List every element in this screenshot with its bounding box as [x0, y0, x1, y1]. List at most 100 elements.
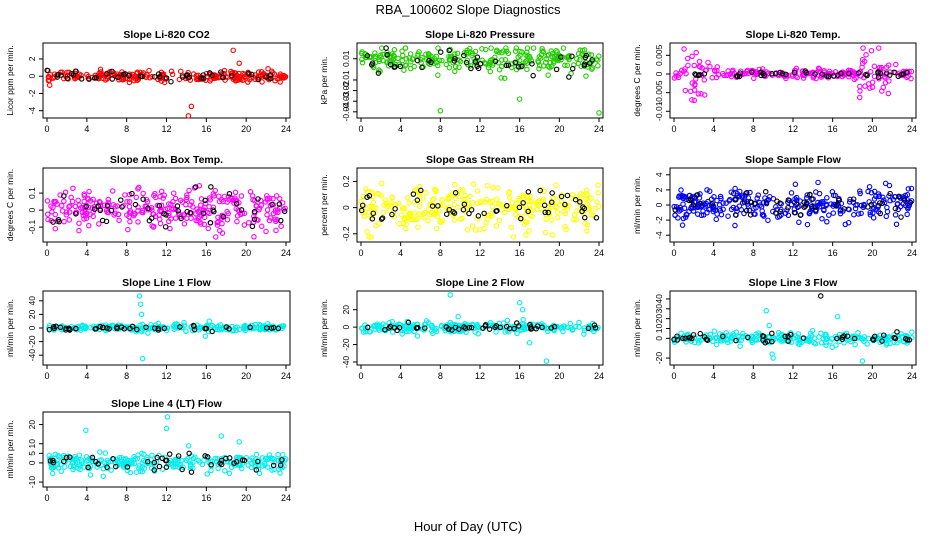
overlay-point — [248, 71, 255, 78]
overlay-point — [481, 210, 487, 217]
data-point — [792, 196, 798, 202]
x-tick-label: 8 — [124, 493, 129, 503]
data-point — [256, 205, 263, 211]
data-point — [481, 225, 487, 232]
data-point — [214, 219, 220, 226]
overlay-point — [887, 190, 893, 197]
overlay-point — [515, 64, 522, 70]
overlay-point — [269, 201, 275, 208]
overlay-point — [530, 72, 536, 79]
data-point — [821, 206, 827, 213]
data-point — [94, 464, 100, 470]
x-tick-label: 16 — [201, 124, 211, 134]
overlay-point — [704, 337, 711, 343]
data-point — [709, 74, 715, 81]
data-point — [126, 79, 133, 86]
data-point — [433, 53, 439, 60]
data-point — [758, 204, 765, 210]
data-point — [58, 468, 64, 474]
overlay-point — [818, 293, 824, 299]
overlay-point — [397, 63, 404, 70]
data-point — [589, 66, 595, 72]
data-point — [399, 48, 405, 54]
data-point — [170, 198, 176, 205]
overlay-point — [279, 457, 285, 463]
data-point — [536, 198, 542, 204]
overlay-point — [247, 324, 253, 331]
data-point — [484, 183, 491, 189]
x-tick-label: 0 — [671, 371, 676, 381]
data-point — [253, 325, 259, 331]
data-point — [867, 69, 874, 75]
overlay-point — [155, 71, 162, 77]
data-point — [885, 90, 892, 97]
data-point — [76, 452, 83, 458]
overlay-point — [879, 200, 886, 207]
overlay-point — [157, 73, 163, 80]
data-point — [728, 73, 735, 80]
data-point — [387, 53, 394, 59]
data-point — [824, 335, 831, 342]
data-point — [378, 192, 385, 199]
data-point — [535, 58, 541, 64]
overlay-point — [245, 70, 252, 77]
data-point — [573, 323, 579, 330]
data-point — [389, 58, 395, 65]
overlay-point — [569, 65, 576, 72]
data-point — [85, 196, 92, 203]
panel-title: Slope Amb. Box Temp. — [110, 154, 223, 166]
data-point — [577, 57, 583, 63]
data-point — [501, 209, 508, 216]
data-point — [218, 326, 225, 332]
data-point — [890, 196, 897, 203]
data-point — [489, 62, 496, 68]
overlay-point — [119, 204, 125, 210]
plot-frame — [669, 290, 917, 366]
overlay-point — [482, 323, 488, 329]
data-point — [728, 189, 735, 195]
data-point — [560, 45, 567, 51]
overlay-point — [709, 200, 716, 207]
x-tick-label: 16 — [515, 124, 525, 134]
data-point — [148, 322, 154, 328]
data-point — [595, 182, 601, 188]
data-point — [282, 205, 288, 212]
data-point — [399, 331, 405, 337]
overlay-point — [145, 205, 151, 212]
data-point — [855, 329, 861, 336]
data-point — [873, 193, 879, 200]
data-point — [737, 188, 743, 195]
panel-title: Slope Li-820 CO2 — [123, 29, 210, 41]
y-tick-label: -0.01 — [341, 70, 351, 90]
data-point — [868, 47, 875, 54]
data-point — [794, 204, 801, 211]
data-point — [97, 66, 104, 73]
data-point — [755, 192, 761, 198]
data-point — [170, 190, 177, 196]
overlay-point — [73, 68, 79, 74]
data-point — [682, 214, 689, 221]
data-point — [416, 211, 423, 217]
data-point — [247, 189, 254, 195]
data-point — [266, 217, 273, 224]
data-point — [516, 197, 522, 204]
overlay-point — [870, 337, 877, 343]
data-point — [741, 210, 747, 217]
data-point — [717, 193, 724, 200]
data-point — [83, 215, 90, 222]
data-point — [439, 197, 445, 203]
data-point — [407, 325, 414, 332]
data-point — [134, 327, 141, 334]
overlay-point — [474, 54, 481, 60]
data-point — [160, 195, 166, 201]
overlay-point — [826, 73, 832, 80]
data-point — [516, 299, 523, 306]
y-tick-label: -4 — [654, 231, 664, 239]
y-tick-label: 0 — [27, 207, 37, 212]
x-tick-label: 0 — [44, 124, 49, 134]
overlay-point — [200, 210, 207, 216]
data-point — [518, 326, 524, 333]
data-point — [407, 213, 413, 220]
data-point — [782, 210, 789, 216]
overlay-point — [223, 455, 229, 462]
